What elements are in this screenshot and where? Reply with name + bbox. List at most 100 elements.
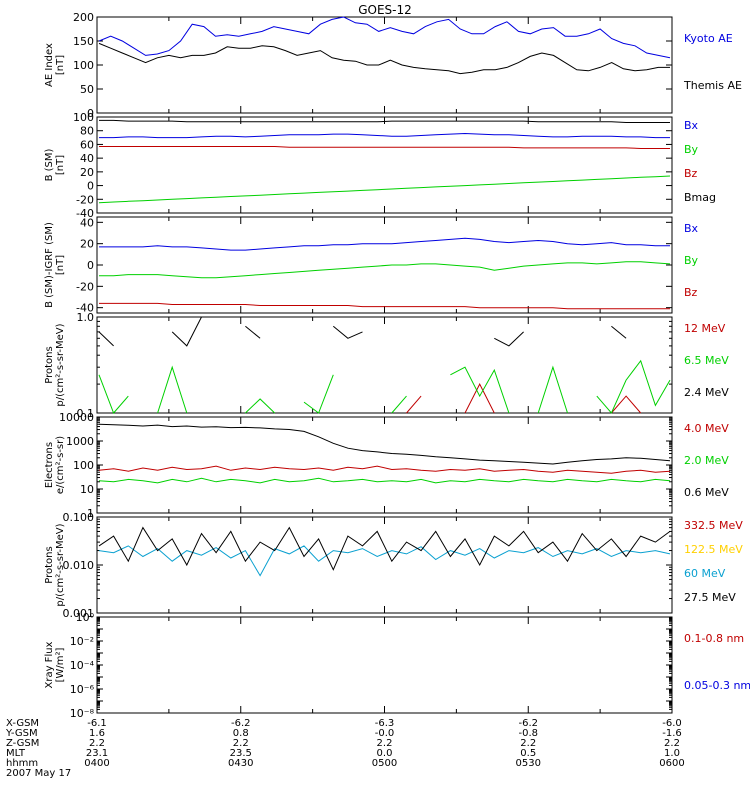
series-line-bx xyxy=(99,237,670,251)
series-line-by xyxy=(98,175,671,204)
legend-label: Bx xyxy=(684,119,699,132)
panel-frame xyxy=(96,516,673,614)
y-axis-label: e/(cm²-s-sr) xyxy=(55,436,66,494)
panel-ae: 0 50 100 150 200 AE Index [nT] Kyoto AE Themis A… xyxy=(44,11,742,120)
y-tick-label: 0.001 xyxy=(63,607,95,620)
panel-frame xyxy=(96,16,673,114)
legend-label: Bx xyxy=(684,222,699,235)
x-row-label: Z-GSM xyxy=(6,738,39,749)
y-tick-label: 10⁻⁴ xyxy=(70,659,95,672)
y-tick-label: -20 xyxy=(76,280,94,293)
y-tick-label: 0.010 xyxy=(63,559,95,572)
y-axis-label: Electrons xyxy=(44,442,55,488)
y-tick-label: 1 xyxy=(87,507,94,520)
x-tick-label: 0400 xyxy=(84,758,109,769)
y-axis-label: Xray Flux xyxy=(44,641,55,688)
panel-frame xyxy=(96,316,673,414)
y-tick-label: 0 xyxy=(87,180,94,193)
series-line-4-0-mev xyxy=(98,465,671,474)
x-tick-label: 2.2 xyxy=(233,738,249,749)
x-tick-label: 1.6 xyxy=(89,728,105,739)
x-tick-label: 2.2 xyxy=(377,738,393,749)
legend-label: 4.0 MeV xyxy=(684,422,729,435)
y-axis-label: p/(cm²-s-sr-MeV) xyxy=(55,323,66,406)
y-tick-label: 10 xyxy=(80,483,94,496)
series-line-12-mev xyxy=(406,382,642,414)
x-tick-label: 0600 xyxy=(659,758,684,769)
x-tick-label: 0.8 xyxy=(233,728,249,739)
y-tick-label: 80 xyxy=(80,125,94,138)
panel-protons_low: 0.1 1.0 Protons p/(cm²-s-sr-MeV) 12 MeV 6.5 M… xyxy=(44,311,729,420)
y-axis-label: Protons xyxy=(44,346,55,383)
y-axis-label: B (SM) xyxy=(44,148,55,181)
x-tick-label: -1.6 xyxy=(662,728,682,739)
panel-xray: 10⁻⁸ 10⁻⁶ 10⁻⁴ 10⁻² 10⁰ Xray Flux [W/m²] 0.1-0.… xyxy=(44,611,750,720)
y-tick-label: 20 xyxy=(80,166,94,179)
y-axis-label: p/(cm²-s-sr-MeV) xyxy=(55,523,66,606)
x-row-label: X-GSM xyxy=(6,718,39,729)
x-tick-label: 0500 xyxy=(372,758,397,769)
x-tick-label: 2.2 xyxy=(89,738,105,749)
y-tick-label: 0 xyxy=(87,259,94,272)
legend-label: 60 MeV xyxy=(684,567,726,580)
y-tick-label: 100 xyxy=(73,59,94,72)
panel-protons_high: 0.001 0.010 0.100 Protons p/(cm²-s-sr-MeV) 33… xyxy=(44,511,743,620)
x-tick-label: -6.2 xyxy=(231,718,251,729)
y-axis-label: [nT] xyxy=(55,55,66,75)
series-line-bz xyxy=(99,302,670,310)
legend-label: 27.5 MeV xyxy=(684,591,736,604)
y-axis-label: [nT] xyxy=(55,255,66,275)
y-axis-label: [W/m²] xyxy=(55,647,66,682)
y-axis-label: [nT] xyxy=(55,155,66,175)
y-tick-label: 20 xyxy=(80,238,94,251)
legend-label: 332.5 MeV xyxy=(684,519,743,532)
x-tick-label: -6.2 xyxy=(518,718,538,729)
y-tick-label: 10⁻⁶ xyxy=(70,683,95,696)
legend-label: By xyxy=(684,254,699,267)
y-tick-label: 0.1 xyxy=(77,407,95,420)
y-tick-label: 50 xyxy=(80,83,94,96)
x-tick-label: 0430 xyxy=(228,758,253,769)
y-tick-label: 100 xyxy=(73,111,94,124)
y-tick-label: 1.0 xyxy=(77,311,95,324)
legend-label: Bz xyxy=(684,286,698,299)
x-row-label: Y-GSM xyxy=(5,728,38,739)
series-line-2-4-mev xyxy=(98,316,627,347)
series-line-0-6-mev xyxy=(98,423,671,465)
legend-label: Kyoto AE xyxy=(684,32,733,45)
legend-label: 122.5 MeV xyxy=(684,543,743,556)
x-row-label: hhmm xyxy=(6,758,38,769)
series-line-bmag xyxy=(99,119,670,123)
x-tick-label: 23.5 xyxy=(230,748,252,759)
series-line-6-5-mev xyxy=(98,359,671,414)
series-line-bx xyxy=(99,132,670,139)
legend-label: 0.1-0.8 nm xyxy=(684,632,744,645)
x-tick-label: 0.5 xyxy=(520,748,536,759)
x-tick-label: 23.1 xyxy=(86,748,108,759)
y-tick-label: 100 xyxy=(73,459,94,472)
chart-title: GOES-12 xyxy=(358,3,412,17)
x-tick-label: 0.0 xyxy=(377,748,393,759)
y-tick-label: 10⁻² xyxy=(70,635,94,648)
series-line-2-0-mev xyxy=(98,477,671,484)
y-tick-label: -20 xyxy=(76,193,94,206)
panel-frame xyxy=(96,616,673,714)
y-tick-label: 10⁻⁸ xyxy=(70,707,95,720)
x-tick-label: 2.2 xyxy=(520,738,536,749)
legend-label: Themis AE xyxy=(683,79,742,92)
date-label: 2007 May 17 xyxy=(6,768,71,779)
legend-label: 0.05-0.3 nm xyxy=(684,679,750,692)
x-tick-label: -6.1 xyxy=(87,718,107,729)
x-tick-label: -6.3 xyxy=(375,718,395,729)
panel-frame xyxy=(96,216,673,314)
series-line-27-5-mev xyxy=(98,526,671,571)
y-tick-label: 1000 xyxy=(66,435,94,448)
legend-label: By xyxy=(684,143,699,156)
x-tick-label: -0.0 xyxy=(375,728,395,739)
legend-label: 6.5 MeV xyxy=(684,354,729,367)
y-tick-label: 200 xyxy=(73,11,94,24)
y-tick-label: 60 xyxy=(80,138,94,151)
